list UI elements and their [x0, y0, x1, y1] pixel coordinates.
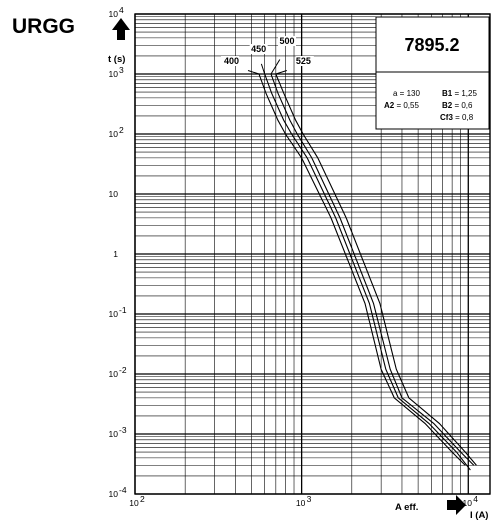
- curve-label-bg-450: [249, 44, 268, 54]
- x-axis-unit-prefix: A eff.: [395, 502, 418, 513]
- y-tick-label: 10: [109, 429, 119, 439]
- param-a2: A2 = 0,55: [384, 101, 419, 110]
- curve-label-450: 450: [251, 44, 266, 54]
- up-arrow-icon: [112, 18, 130, 40]
- curve-label-400: 400: [224, 56, 239, 66]
- y-tick-exponent: 2: [119, 125, 124, 135]
- param-b2: B2 = 0,6: [442, 101, 473, 110]
- y-tick-exponent: 3: [119, 65, 124, 75]
- curve-leader-525: [275, 70, 287, 75]
- x-tick-exponent: 4: [473, 494, 478, 504]
- curve-leader-400: [247, 70, 260, 75]
- x-tick-label: 10: [296, 498, 306, 508]
- brand-label: URGG: [12, 15, 75, 38]
- curve-leader-450: [260, 63, 266, 75]
- right-arrow-icon: [447, 495, 466, 515]
- curve-leader-500: [270, 59, 281, 75]
- curve-code: 7895.2: [404, 35, 459, 55]
- param-cf3: Cf3 = 0,8: [440, 113, 474, 122]
- curve-500: [270, 73, 475, 466]
- curve-450: [264, 73, 471, 471]
- y-tick-label: 10: [109, 9, 119, 19]
- y-tick-exponent: -4: [119, 485, 127, 495]
- curve-label-500: 500: [280, 36, 295, 46]
- x-axis-label: I (A): [470, 510, 488, 521]
- curve-label-bg-525: [295, 56, 314, 66]
- x-tick-label: 10: [129, 498, 139, 508]
- y-tick-exponent: -3: [119, 425, 127, 435]
- plot-frame: [134, 13, 491, 495]
- y-axis-label: t (s): [108, 54, 125, 65]
- y-tick-label: 10: [109, 309, 119, 319]
- y-tick-exponent: -2: [119, 365, 127, 375]
- curve-525: [275, 73, 477, 466]
- y-tick-label: 10: [109, 69, 119, 79]
- y-tick-label: 10: [109, 129, 119, 139]
- parameter-box: 7895.2 a = 130 B1 = 1,25 A2 = 0,55 B2 = …: [375, 16, 490, 130]
- y-tick-label: 10: [109, 189, 119, 199]
- x-tick-exponent: 3: [307, 494, 312, 504]
- curve-400: [258, 73, 466, 466]
- y-tick-label: 1: [113, 249, 118, 259]
- x-tick-label: 10: [463, 498, 473, 508]
- curve-label-bg-500: [278, 36, 297, 46]
- param-a: a = 130: [393, 89, 420, 98]
- curve-series: [258, 73, 477, 471]
- y-tick-exponent: -1: [119, 305, 127, 315]
- curve-label-bg-400: [221, 56, 240, 66]
- curve-label-525: 525: [296, 56, 311, 66]
- y-tick-label: 10: [109, 369, 119, 379]
- y-tick-exponent: 4: [119, 5, 124, 15]
- y-tick-label: 10: [109, 489, 119, 499]
- x-tick-exponent: 2: [140, 494, 145, 504]
- param-b1: B1 = 1,25: [442, 89, 477, 98]
